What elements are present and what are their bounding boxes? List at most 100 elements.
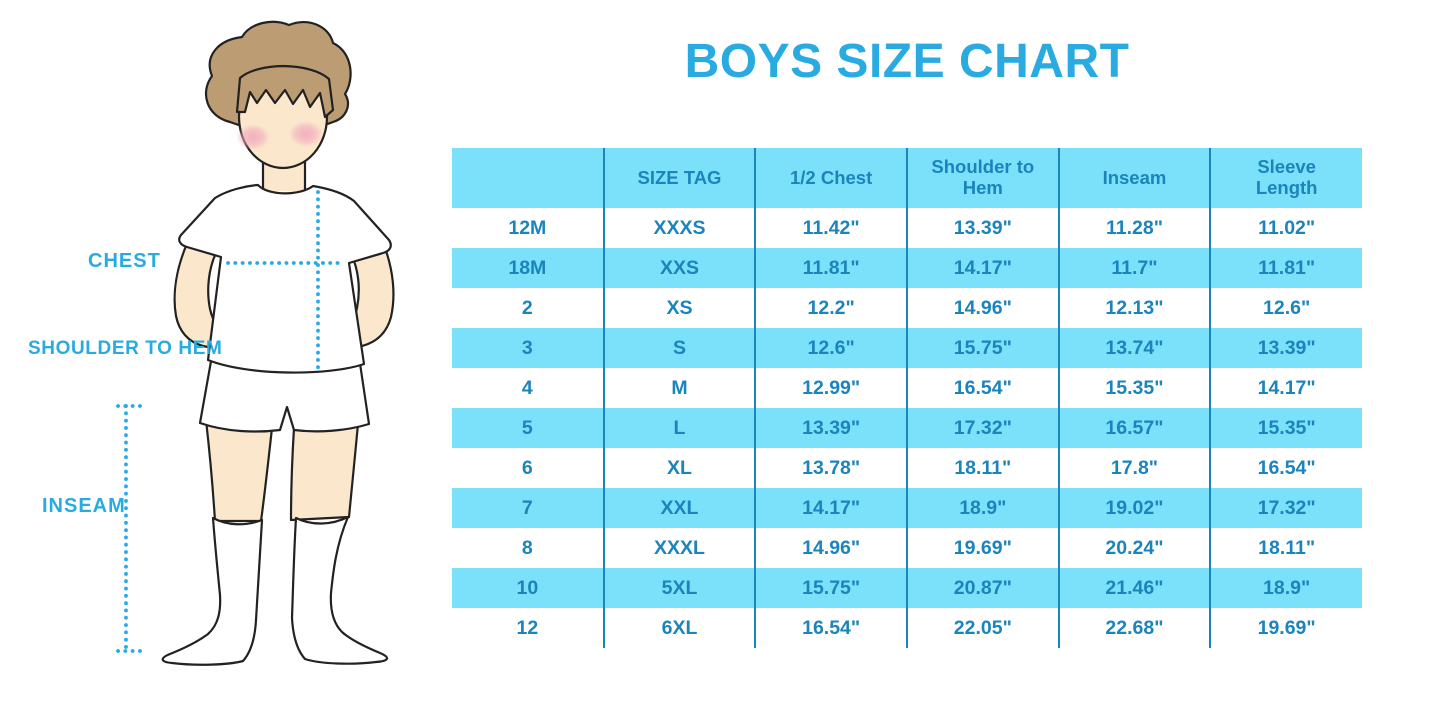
measurement-cell: 17.32" — [905, 408, 1059, 448]
table-row: 5 L 13.39" 17.32" 16.57" 15.35" — [452, 408, 1362, 448]
measurement-cell: 13.39" — [1209, 328, 1362, 368]
measurement-cell: 15.35" — [1209, 408, 1362, 448]
measurement-cell: 12.99" — [754, 368, 907, 408]
measurement-cell: 11.81" — [754, 248, 907, 288]
table-row: 4 M 12.99" 16.54" 15.35" 14.17" — [452, 368, 1362, 408]
measurement-cell: 13.39" — [754, 408, 907, 448]
measurement-cell: 12.2" — [754, 288, 907, 328]
measurement-cell: 11.28" — [1057, 208, 1211, 248]
measurement-cell: M — [602, 368, 756, 408]
measurement-cell: 17.32" — [1209, 488, 1362, 528]
left-cheek-blush — [236, 124, 270, 150]
measurement-cell: 12.13" — [1057, 288, 1211, 328]
t-shirt — [178, 183, 392, 374]
measurement-cell: 22.68" — [1057, 608, 1211, 648]
measurement-cell: 13.78" — [754, 448, 907, 488]
measurement-cell: XXL — [602, 488, 756, 528]
measurement-cell: 21.46" — [1057, 568, 1211, 608]
right-leg — [289, 422, 360, 522]
table-row: 7 XXL 14.17" 18.9" 19.02" 17.32" — [452, 488, 1362, 528]
measurement-cell: 5XL — [602, 568, 756, 608]
measurement-cell: 19.69" — [905, 528, 1059, 568]
measurement-cell: 18.9" — [1209, 568, 1362, 608]
column-header: Shoulder to Hem — [905, 148, 1059, 208]
measurement-cell: XXS — [602, 248, 756, 288]
size-cell: 3 — [452, 328, 604, 368]
chest-label: CHEST — [88, 250, 161, 272]
right-cheek-blush — [289, 121, 323, 147]
size-table-header-row: SIZE TAG 1/2 Chest Shoulder to Hem Inseam Sl… — [452, 148, 1362, 208]
size-table: SIZE TAG 1/2 Chest Shoulder to Hem Inseam Sl… — [452, 148, 1362, 648]
measurement-cell: 11.42" — [754, 208, 907, 248]
size-cell: 10 — [452, 568, 604, 608]
measurement-cell: 16.54" — [1209, 448, 1362, 488]
measurement-cell: 12.6" — [1209, 288, 1362, 328]
measurement-cell: 18.9" — [905, 488, 1059, 528]
column-header: SIZE TAG — [602, 148, 756, 208]
measurement-cell: 22.05" — [905, 608, 1059, 648]
table-row: 2 XS 12.2" 14.96" 12.13" 12.6" — [452, 288, 1362, 328]
column-header: 1/2 Chest — [754, 148, 907, 208]
measurement-cell: 19.02" — [1057, 488, 1211, 528]
column-header — [452, 148, 604, 208]
size-cell: 4 — [521, 376, 533, 399]
size-cell: 8 — [521, 536, 533, 559]
measurement-cell: 16.54" — [754, 608, 907, 648]
measurement-cell: XXXL — [602, 528, 756, 568]
measurement-cell: 20.87" — [905, 568, 1059, 608]
inseam-label: INSEAM — [42, 495, 126, 517]
measurement-cell: 15.35" — [1057, 368, 1211, 408]
column-header: Inseam — [1057, 148, 1211, 208]
measurement-cell: 15.75" — [905, 328, 1059, 368]
measurement-cell: 14.96" — [905, 288, 1059, 328]
size-cell: 7 — [452, 488, 604, 528]
measurement-cell: 14.17" — [754, 488, 907, 528]
measurement-cell: 16.54" — [905, 368, 1059, 408]
measurement-cell: 11.02" — [1209, 208, 1362, 248]
page-title: BOYS SIZE CHART — [684, 35, 1130, 88]
size-table-head: SIZE TAG 1/2 Chest Shoulder to Hem Inseam Sl… — [452, 148, 1362, 208]
left-sock — [161, 516, 264, 666]
table-row: 12 6XL 16.54" 22.05" 22.68" 19.69" — [452, 608, 1362, 648]
measurement-cell: S — [602, 328, 756, 368]
measurement-cell: 13.74" — [1057, 328, 1211, 368]
boy-figure-illustration — [116, 20, 395, 666]
measurement-cell: 18.11" — [905, 448, 1059, 488]
measurement-cell: 6XL — [602, 608, 756, 648]
left-leg — [204, 418, 274, 523]
table-row: 6 XL 13.78" 18.11" 17.8" 16.54" — [452, 448, 1362, 488]
size-cell: 12M — [508, 216, 547, 239]
shoulder-to-hem-label: SHOULDER TO HEM — [28, 338, 223, 359]
table-row: 8 XXXL 14.96" 19.69" 20.24" 18.11" — [452, 528, 1362, 568]
measurement-cell: 14.96" — [754, 528, 907, 568]
table-row: 18M XXS 11.81" 14.17" 11.7" 11.81" — [452, 248, 1362, 288]
right-sock — [290, 515, 389, 665]
measurement-cell: 11.81" — [1209, 248, 1362, 288]
measurement-cell: XXXS — [602, 208, 756, 248]
measurement-cell: 14.17" — [1209, 368, 1362, 408]
hair-fringe-icon — [235, 65, 335, 119]
size-cell: 12 — [516, 616, 539, 639]
size-cell: 5 — [452, 408, 604, 448]
size-table-body: 12M XXXS 11.42" 13.39" 11.28" 11.02" 18M XXS 11.… — [452, 208, 1362, 648]
measurement-cell: 17.8" — [1057, 448, 1211, 488]
measurement-cell: L — [602, 408, 756, 448]
measurement-cell: 18.11" — [1209, 528, 1362, 568]
measurement-cell: 15.75" — [754, 568, 907, 608]
table-row: 12M XXXS 11.42" 13.39" 11.28" 11.02" — [452, 208, 1362, 248]
table-row: 10 5XL 15.75" 20.87" 21.46" 18.9" — [452, 568, 1362, 608]
measurement-cell: 12.6" — [754, 328, 907, 368]
size-cell: 6 — [521, 456, 533, 479]
column-header: Sleeve Length — [1209, 148, 1362, 208]
table-row: 3 S 12.6" 15.75" 13.74" 13.39" — [452, 328, 1362, 368]
size-cell: 18M — [452, 248, 604, 288]
measurement-cell: 14.17" — [905, 248, 1059, 288]
measurement-cell: XS — [602, 288, 756, 328]
size-cell: 2 — [521, 296, 533, 319]
measurement-cell: 13.39" — [905, 208, 1059, 248]
measurement-cell: 11.7" — [1057, 248, 1211, 288]
measurement-cell: XL — [602, 448, 756, 488]
measurement-cell: 16.57" — [1057, 408, 1211, 448]
measurement-cell: 19.69" — [1209, 608, 1362, 648]
